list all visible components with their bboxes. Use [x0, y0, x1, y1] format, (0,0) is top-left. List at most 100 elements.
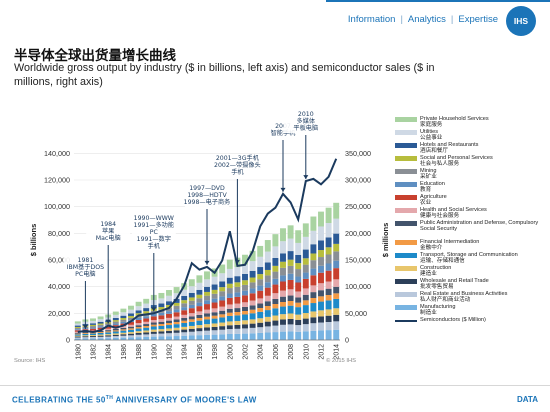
bar-segment — [158, 329, 165, 332]
annotation-label: 多媒体 — [297, 117, 316, 125]
bar-segment — [188, 316, 195, 320]
nav-expertise[interactable]: Expertise — [458, 14, 498, 25]
bar-segment — [302, 223, 309, 237]
legend-label-en: Financial Intermediation — [420, 239, 480, 245]
bar-segment — [264, 310, 271, 317]
bar-segment — [150, 333, 157, 337]
bar-segment — [204, 309, 210, 314]
bar-segment — [166, 325, 172, 329]
bar-segment — [158, 307, 165, 310]
x-tick-label: 1988 — [136, 344, 143, 360]
bar-segment — [181, 317, 188, 321]
x-tick-label: 1990 — [151, 344, 158, 360]
legend-label-cn: 运输、存储和通信 — [420, 258, 465, 265]
bar-segment — [196, 294, 203, 299]
bar-segment — [272, 271, 279, 279]
bar-segment — [196, 328, 203, 332]
bar-segment — [242, 264, 248, 274]
bar-segment — [257, 332, 264, 340]
bar-segment — [82, 333, 89, 334]
bar-segment — [196, 325, 203, 329]
bar-segment — [112, 337, 119, 340]
bar-segment — [318, 316, 324, 323]
bar-segment — [143, 336, 150, 340]
bar-segment — [219, 329, 226, 335]
bar-segment — [120, 308, 127, 313]
bar-segment — [166, 320, 172, 323]
bar-segment — [302, 236, 309, 250]
bar-segment — [173, 287, 180, 294]
bar-segment — [82, 335, 89, 337]
bar-segment — [112, 330, 119, 332]
bar-segment — [74, 326, 81, 328]
bar-segment — [120, 335, 127, 338]
bar-segment — [135, 327, 142, 329]
bar-segment — [181, 310, 188, 315]
bar-segment — [97, 335, 104, 337]
bar-segment — [128, 322, 134, 325]
nav-information[interactable]: Information — [347, 14, 396, 25]
bar-segment — [188, 292, 195, 298]
bar-segment — [318, 257, 324, 266]
bar-segment — [143, 308, 150, 312]
top-bar: Information | Analytics | Expertise IHS — [0, 0, 550, 40]
bar-segment — [105, 336, 112, 339]
bar-segment — [143, 330, 150, 333]
bar-segment — [181, 322, 188, 327]
bar-segment — [242, 306, 248, 311]
bar-segment — [112, 323, 119, 326]
bar-segment — [226, 325, 233, 330]
bar-segment — [188, 304, 195, 309]
bar-segment — [173, 298, 180, 303]
bar-segment — [295, 282, 302, 292]
bar-segment — [143, 311, 150, 314]
right-tick-label: 350,000 — [345, 149, 371, 158]
bar-segment — [226, 283, 233, 289]
bar-segment — [181, 335, 188, 340]
bar-segment — [97, 327, 104, 330]
bar-segment — [264, 316, 271, 322]
bar-segment — [82, 337, 89, 339]
right-tick-label: 0 — [345, 336, 349, 345]
bar-segment — [272, 320, 279, 326]
annotation-box — [215, 154, 260, 177]
footer-data-label[interactable]: DATA — [516, 395, 538, 404]
legend-label: Social and Personal Services 社会与私人服务 — [420, 155, 547, 168]
bar-segment — [249, 293, 256, 301]
annotation-arrowhead — [234, 259, 240, 264]
bar-segment — [173, 305, 180, 310]
bar-segment — [105, 332, 112, 335]
bar-segment — [295, 307, 302, 315]
bar-segment — [280, 241, 286, 254]
bar-segment — [181, 329, 188, 333]
bar-segment — [128, 333, 134, 336]
bar-segment — [287, 318, 294, 325]
nav-analytics[interactable]: Analytics — [407, 14, 446, 25]
bar-segment — [226, 297, 233, 305]
bar-segment — [226, 268, 233, 278]
bar-segment — [249, 282, 256, 289]
bar-segment — [257, 322, 264, 328]
bar-segment — [128, 315, 134, 318]
bar-segment — [257, 267, 264, 275]
bar-segment — [234, 312, 241, 316]
bar-segment — [226, 329, 233, 334]
bar-segment — [219, 296, 226, 301]
bar-segment — [204, 291, 210, 296]
bar-segment — [150, 313, 157, 317]
bar-segment — [302, 324, 309, 332]
bar-segment — [318, 290, 324, 297]
source-note: Source: IHS — [14, 358, 46, 364]
bar-segment — [310, 303, 317, 312]
bar-segment — [211, 293, 218, 299]
ihs-logo[interactable]: IHS — [506, 6, 536, 36]
legend-label: Private Household Services 家庭服务 — [420, 116, 547, 129]
bar-segment — [166, 301, 172, 305]
bar-segment — [105, 326, 112, 329]
bar-segment — [105, 323, 112, 326]
bar-segment — [333, 233, 340, 244]
bar-segment — [166, 330, 172, 334]
bar-segment — [97, 316, 104, 320]
bar-segment — [211, 312, 218, 316]
